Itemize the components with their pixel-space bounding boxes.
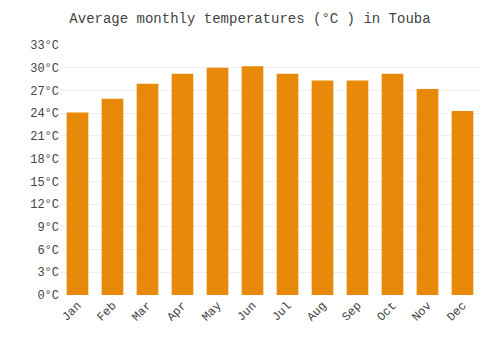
svg-text:Oct: Oct bbox=[374, 299, 399, 324]
svg-text:May: May bbox=[199, 299, 224, 324]
svg-text:Feb: Feb bbox=[94, 299, 119, 324]
svg-text:3°C: 3°C bbox=[37, 266, 59, 280]
svg-text:15°C: 15°C bbox=[30, 176, 59, 190]
svg-text:18°C: 18°C bbox=[30, 153, 59, 167]
svg-text:Apr: Apr bbox=[164, 299, 189, 324]
svg-text:Sep: Sep bbox=[339, 299, 364, 324]
svg-text:6°C: 6°C bbox=[37, 244, 59, 258]
svg-text:Jul: Jul bbox=[269, 299, 294, 324]
svg-text:33°C: 33°C bbox=[30, 39, 59, 53]
svg-text:Jun: Jun bbox=[234, 299, 259, 324]
svg-text:Mar: Mar bbox=[129, 299, 154, 324]
svg-text:0°C: 0°C bbox=[37, 289, 59, 303]
svg-text:Aug: Aug bbox=[304, 299, 329, 324]
svg-text:9°C: 9°C bbox=[37, 221, 59, 235]
svg-text:12°C: 12°C bbox=[30, 198, 59, 212]
svg-text:27°C: 27°C bbox=[30, 85, 59, 99]
svg-text:24°C: 24°C bbox=[30, 107, 59, 121]
svg-text:Dec: Dec bbox=[444, 299, 469, 324]
svg-text:Nov: Nov bbox=[409, 299, 434, 324]
svg-text:21°C: 21°C bbox=[30, 130, 59, 144]
svg-text:Jan: Jan bbox=[59, 299, 84, 324]
svg-text:Average monthly temperatures (: Average monthly temperatures (°C ) in To… bbox=[69, 11, 430, 27]
svg-text:30°C: 30°C bbox=[30, 62, 59, 76]
